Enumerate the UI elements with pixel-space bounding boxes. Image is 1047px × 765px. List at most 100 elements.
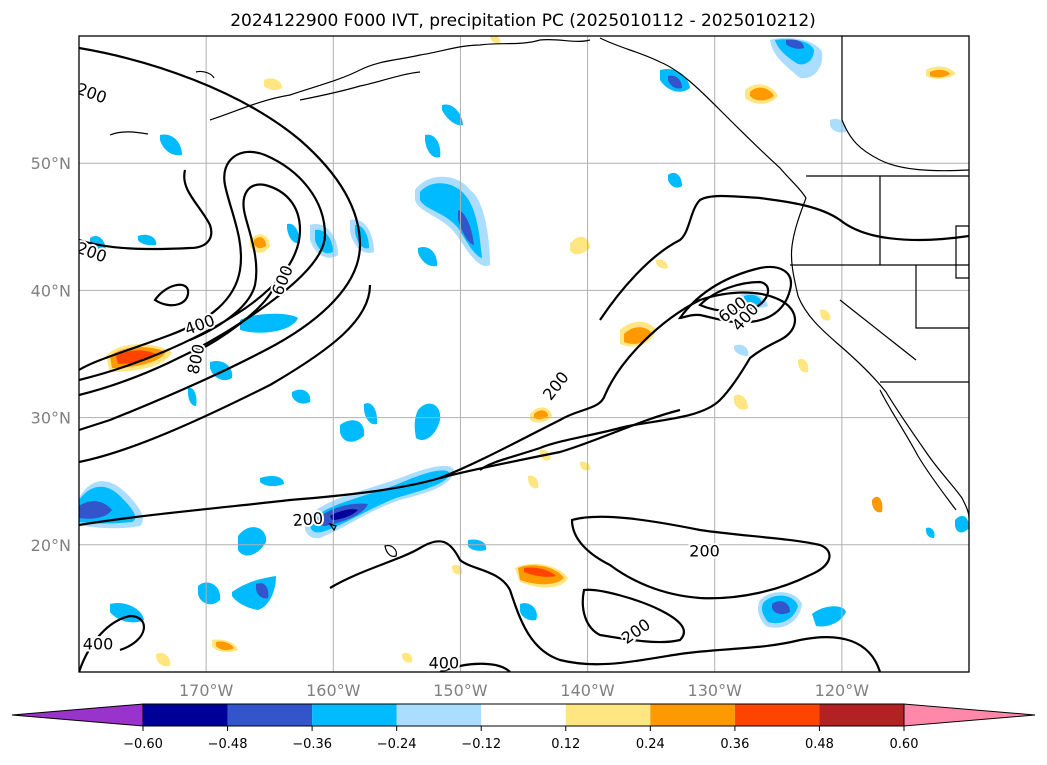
precip-patch [570, 236, 590, 255]
precip-patch [364, 403, 378, 425]
colorbar-segment [650, 704, 735, 726]
longitude-tick-label: 120°W [815, 681, 870, 700]
precip-patch [750, 87, 774, 101]
latitude-tick-label: 50°N [31, 154, 71, 173]
precip-patch [520, 603, 537, 621]
precip-patch [775, 39, 814, 65]
precip-patch [256, 582, 269, 599]
ivt-contour-400 [439, 662, 511, 672]
longitude-tick-label: 160°W [306, 681, 361, 700]
colorbar-tick-label: 0.48 [805, 737, 834, 752]
map-frame [78, 35, 970, 673]
precip-patch [798, 358, 809, 373]
precip-patch [528, 475, 539, 489]
ivt-contour-200 [581, 588, 685, 644]
colorbar-segment [734, 704, 820, 726]
contour-label: 200 [689, 542, 720, 561]
precip-patch [156, 652, 171, 667]
colorbar-tick-label: 0.60 [890, 737, 919, 752]
ivt-contour-800 [189, 284, 277, 356]
precip-patch [418, 246, 438, 267]
latitude-tick-label: 30°N [31, 409, 71, 428]
colorbar-segment [143, 704, 228, 726]
colorbar-extend-high [903, 703, 1036, 727]
contour-label: 400 [83, 635, 114, 654]
precip-patch [330, 509, 358, 520]
coastlines [109, 36, 969, 557]
ivt-contour-200 [79, 169, 213, 251]
precip-patch [786, 39, 804, 49]
precip-patch [402, 652, 413, 663]
precip-patch [955, 515, 969, 533]
longitude-tick-label: 140°W [560, 681, 615, 700]
latitude-tick-labels: 20°N 30°N 40°N 50°N [31, 154, 71, 555]
ivt-contour-200 [79, 284, 372, 464]
precip-patch [452, 564, 463, 575]
precip-patch [425, 134, 441, 158]
precip-patch [872, 496, 883, 513]
precip-patch [188, 387, 197, 406]
precip-patch [744, 294, 762, 305]
precip-patch [160, 134, 182, 156]
precip-patch [260, 476, 284, 487]
precip-patch [930, 69, 950, 78]
colorbar-tick-label: 0.36 [720, 737, 749, 752]
longitude-tick-labels: 170°W 160°W 150°W 140°W 130°W 120°W [179, 681, 869, 700]
precip-patch [490, 36, 501, 44]
colorbar-tick-label: −0.24 [377, 737, 417, 752]
ivt-contour-200 [599, 194, 969, 321]
latitude-tick-label: 40°N [31, 281, 71, 300]
colorbar-frame [142, 703, 905, 727]
precip-patch [240, 313, 298, 333]
longitude-tick-label: 150°W [433, 681, 488, 700]
precip-patch [772, 601, 790, 615]
ivt-contour-400 [79, 614, 146, 672]
precip-patch [734, 394, 748, 410]
colorbar-segment [565, 704, 651, 726]
colorbar-tick-label: −0.12 [461, 737, 501, 752]
ivt-contour-400 [329, 540, 882, 672]
precip-patch [414, 403, 441, 440]
precip-patch [656, 259, 668, 269]
colorbar-tick-label: −0.48 [208, 737, 248, 752]
precip-patch [668, 172, 682, 188]
precip-patch [287, 223, 300, 244]
precip-patch [264, 78, 282, 91]
precip-patch [442, 104, 463, 126]
colorbar-tick-label: 0.24 [636, 737, 665, 752]
precip-patch [926, 527, 935, 538]
colorbar-tick-label: −0.60 [123, 737, 163, 752]
precip-patch [524, 567, 556, 577]
ivt-contour-200 [79, 291, 796, 527]
colorbar-segment [227, 704, 313, 726]
precip-patch [116, 350, 156, 364]
ivt-contour-400 [677, 265, 793, 324]
ivt-contour-200 [570, 515, 831, 600]
colorbar-segment [819, 704, 904, 726]
ivt-contours [79, 46, 969, 672]
colorbar: −0.60 −0.48 −0.36 −0.24 −0.12 0.12 0.24 0.36 0.4… [11, 703, 1036, 752]
precip-patch [216, 641, 234, 651]
longitude-tick-label: 170°W [179, 681, 234, 700]
contour-label: 200 [292, 509, 324, 531]
precip-patch [292, 389, 311, 404]
ivt-contour-200 [439, 408, 681, 480]
colorbar-tick-label: −0.36 [292, 737, 332, 752]
ivt-contour-400 [153, 283, 190, 307]
colorbar-segment [396, 704, 482, 726]
colorbar-extend-low [11, 703, 144, 727]
precip-patch [79, 501, 112, 519]
colorbar-tick-label: 0.12 [551, 737, 580, 752]
ivt-contour-600 [698, 280, 770, 313]
precip-patch [458, 210, 474, 245]
precip-patch [238, 527, 267, 556]
precip-patch [820, 309, 831, 321]
precip-patch [668, 75, 682, 89]
ivt-contour-600 [79, 183, 302, 382]
colorbar-segment [312, 704, 397, 726]
latitude-tick-label: 20°N [31, 536, 71, 555]
precip-patch [734, 344, 749, 356]
precip-patch [198, 582, 221, 605]
